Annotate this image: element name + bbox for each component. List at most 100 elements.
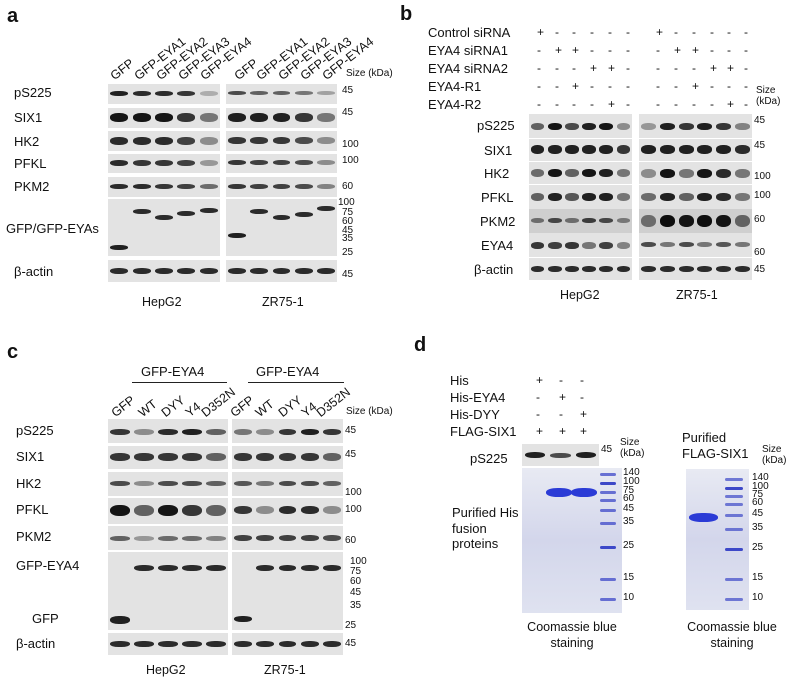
protein-band — [546, 488, 572, 497]
size-marker: 75 — [342, 207, 354, 218]
band — [256, 481, 275, 486]
treatment-sign: + — [590, 61, 598, 75]
ladder-band — [600, 522, 616, 525]
band — [234, 616, 252, 622]
size-marker: 45 — [350, 587, 362, 598]
band — [599, 266, 614, 272]
condition-label: EYA4-R2 — [428, 97, 482, 112]
band — [735, 242, 751, 247]
blot-strip — [226, 154, 337, 173]
row-label: HK2 — [484, 166, 510, 181]
band — [678, 145, 694, 154]
size-marker: 100 — [623, 476, 640, 487]
row-label: β-actin — [16, 636, 56, 651]
size-marker: 45 — [342, 107, 354, 118]
size-marker: 15 — [623, 572, 635, 583]
treatment-sign: - — [710, 25, 714, 39]
band — [199, 91, 218, 96]
band — [134, 536, 154, 541]
band — [228, 233, 246, 238]
treatment-sign: - — [656, 97, 660, 111]
band — [735, 145, 751, 154]
size-marker: 45 — [752, 508, 764, 519]
size-marker: 140 — [623, 467, 640, 478]
lane-label: DYY — [158, 393, 188, 420]
band — [735, 215, 751, 227]
size-marker: 100 — [345, 504, 362, 515]
band — [199, 208, 218, 213]
ladder-band — [600, 473, 616, 476]
blot-strip — [529, 114, 632, 138]
condition-label: His-EYA4 — [450, 390, 506, 405]
size-unit: Size (kDa) — [620, 437, 645, 459]
band — [640, 169, 656, 178]
band — [599, 218, 614, 223]
size-marker: 10 — [752, 592, 764, 603]
size-marker: 75 — [752, 489, 764, 500]
ladder-band — [725, 578, 743, 581]
band — [206, 641, 226, 647]
size-marker: 100 — [345, 487, 362, 498]
band — [530, 218, 545, 223]
blot-strip — [639, 258, 752, 280]
size-marker: 60 — [752, 497, 764, 508]
band — [300, 481, 319, 486]
band — [272, 137, 291, 144]
size-marker: 25 — [623, 540, 635, 551]
treatment-sign: + — [536, 373, 544, 387]
size-marker: 10 — [623, 592, 635, 603]
size-marker: 100 — [350, 556, 367, 567]
size-marker: 45 — [342, 85, 354, 96]
size-marker: 100 — [342, 139, 359, 150]
treatment-sign: - — [744, 25, 748, 39]
band — [155, 113, 173, 122]
row-label: EYA4 — [481, 238, 514, 253]
band — [716, 145, 732, 154]
blot-strip — [529, 162, 632, 184]
band — [234, 641, 252, 647]
band — [716, 266, 732, 272]
treatment-sign: - — [626, 43, 630, 57]
band — [182, 565, 202, 571]
band — [582, 169, 596, 177]
band — [323, 641, 341, 647]
row-label: PKM2 — [14, 179, 50, 194]
band — [294, 268, 313, 274]
band — [177, 160, 196, 166]
band — [735, 266, 751, 272]
size-marker: 35 — [623, 516, 635, 527]
band — [182, 505, 202, 516]
band — [697, 215, 713, 227]
band — [228, 268, 246, 274]
treatment-sign: - — [626, 25, 630, 39]
band — [547, 145, 562, 154]
size-marker: 25 — [342, 247, 354, 258]
band — [735, 123, 751, 130]
lane-label: GFP — [108, 393, 138, 420]
size-marker: 100 — [754, 171, 771, 182]
size-marker: 100 — [752, 481, 769, 492]
row-label: pS225 — [477, 118, 515, 133]
band — [272, 215, 291, 220]
row-label: β-actin — [14, 264, 54, 279]
band — [582, 193, 596, 201]
treatment-sign: - — [656, 79, 660, 93]
gel-label: Purified His fusion proteins — [452, 505, 519, 552]
row-label: GFP/GFP-EYAs — [6, 221, 99, 236]
band — [697, 145, 713, 154]
ladder-band — [725, 548, 743, 551]
treatment-sign: - — [692, 97, 696, 111]
band — [256, 565, 275, 571]
band — [199, 268, 218, 274]
band — [158, 481, 178, 486]
blot-strip — [639, 185, 752, 209]
size-marker: 100 — [342, 155, 359, 166]
blot-strip — [226, 260, 337, 282]
condition-label: FLAG-SIX1 — [450, 424, 517, 439]
band — [735, 169, 751, 178]
band — [132, 209, 151, 214]
size-marker: 25 — [345, 620, 357, 631]
band — [599, 242, 614, 249]
band — [530, 266, 545, 272]
